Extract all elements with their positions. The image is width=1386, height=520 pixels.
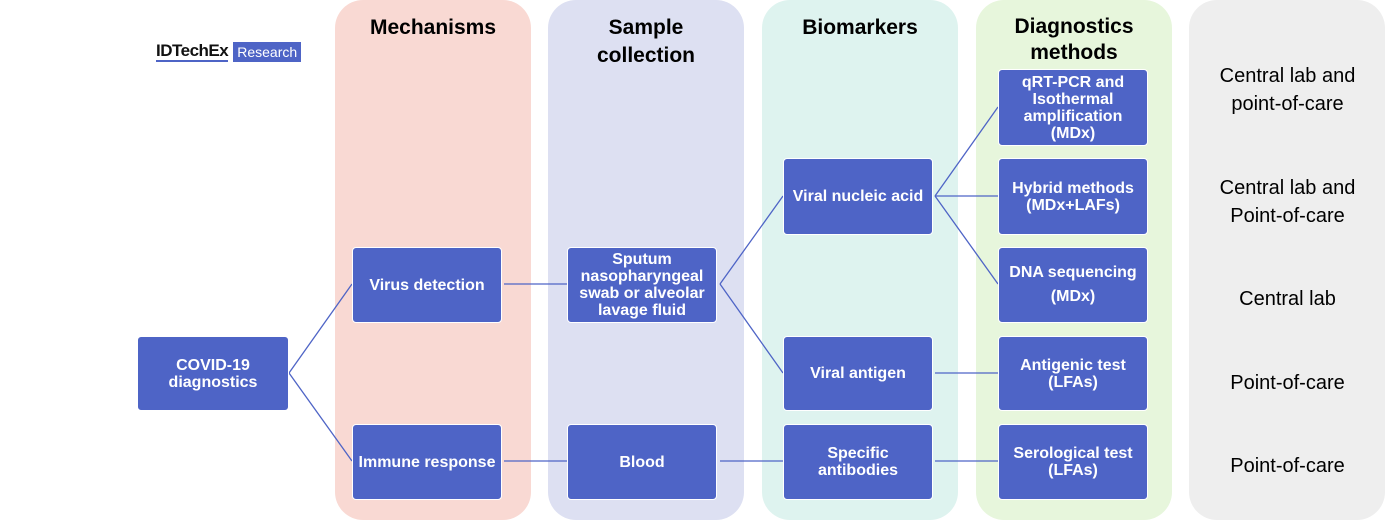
node-virus-detection: Virus detection <box>352 247 502 323</box>
node-covid-diagnostics: COVID-19 diagnostics <box>137 336 289 411</box>
logo-name: IDTechEx <box>156 41 229 62</box>
column-setting <box>1189 0 1385 520</box>
setting-label: Central lab <box>1239 288 1336 310</box>
node-hybrid-methods: Hybrid methods (MDx+LAFs) <box>998 158 1148 235</box>
setting-label: Central lab and Point-of-care <box>1219 177 1356 227</box>
node-blood: Blood <box>567 424 717 500</box>
setting-label: Point-of-care <box>1230 455 1345 477</box>
column-title: Sample collection <box>596 16 696 67</box>
column-title: Mechanisms <box>369 16 497 39</box>
node-specific-antibodies: Specific antibodies <box>783 424 933 500</box>
node-viral-nucleic-acid: Viral nucleic acid <box>783 158 933 235</box>
connector <box>288 372 353 462</box>
connector <box>719 283 784 374</box>
connector <box>288 283 353 374</box>
connector <box>934 195 999 285</box>
connector <box>934 106 999 197</box>
node-antigenic-test: Antigenic test (LFAs) <box>998 336 1148 411</box>
node-serological-test: Serological test (LFAs) <box>998 424 1148 500</box>
node-immune-response: Immune response <box>352 424 502 500</box>
column-title: Biomarkers <box>802 16 918 39</box>
node-qrt-pcr: qRT-PCR and Isothermal amplification (MD… <box>998 69 1148 146</box>
node-viral-antigen: Viral antigen <box>783 336 933 411</box>
node-dna-sequencing: DNA sequencing (MDx) <box>998 247 1148 323</box>
idtechex-logo: IDTechEx Research <box>156 41 302 62</box>
node-sputum: Sputum nasopharyngeal swab or alveolar l… <box>567 247 717 323</box>
setting-label: Central lab and point-of-care <box>1219 65 1356 115</box>
setting-label: Point-of-care <box>1230 372 1345 394</box>
connector <box>719 195 784 285</box>
column-title: Diagnostics methods <box>1014 15 1134 64</box>
connector-lines <box>288 106 999 462</box>
logo-tag: Research <box>233 42 302 62</box>
